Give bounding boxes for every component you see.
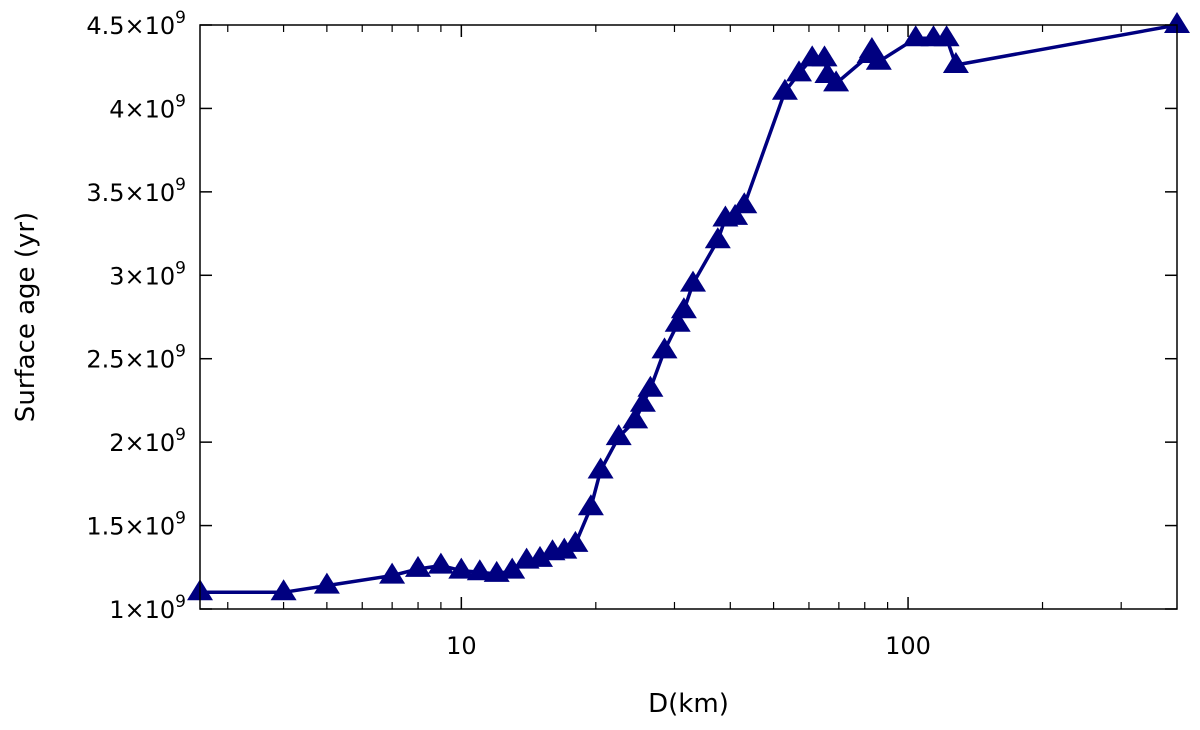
y-axis-label: Surface age (yr) bbox=[11, 212, 41, 422]
data-point-marker bbox=[722, 203, 749, 225]
y-tick-exponent: 9 bbox=[175, 592, 186, 612]
data-point-marker bbox=[427, 552, 454, 574]
y-tick-exponent: 9 bbox=[175, 425, 186, 445]
data-point-marker bbox=[933, 25, 960, 47]
y-tick-label: 1×109 bbox=[109, 592, 186, 624]
data-point-marker bbox=[527, 545, 553, 567]
data-point-marker bbox=[629, 390, 656, 412]
data-point-marker bbox=[704, 227, 731, 249]
data-point-marker bbox=[551, 537, 578, 559]
y-tick-base: 4.5×10 bbox=[86, 12, 175, 40]
y-tick-exponent: 9 bbox=[175, 509, 186, 529]
data-point-marker bbox=[405, 555, 431, 577]
axis-ticks bbox=[200, 24, 1177, 610]
y-tick-base: 3×10 bbox=[109, 262, 175, 290]
plot-series bbox=[187, 12, 1190, 601]
x-tick-label: 10 bbox=[446, 632, 477, 660]
data-point-marker bbox=[651, 337, 678, 359]
data-point-marker bbox=[562, 530, 589, 552]
data-point-marker bbox=[466, 559, 493, 581]
data-point-marker bbox=[731, 192, 758, 214]
y-tick-label: 2.5×109 bbox=[86, 342, 186, 374]
y-tick-exponent: 9 bbox=[175, 8, 186, 28]
y-tick-label: 2×109 bbox=[109, 425, 186, 457]
data-point-marker bbox=[605, 424, 632, 446]
y-tick-exponent: 9 bbox=[175, 175, 186, 195]
tick-labels: 10 1001×1091.5×1092×1092.5×1093×1093.5×10… bbox=[86, 8, 931, 660]
y-tick-base: 2×10 bbox=[109, 429, 175, 457]
y-tick-base: 1×10 bbox=[109, 596, 175, 624]
data-point-marker bbox=[499, 557, 526, 579]
data-point-marker bbox=[1164, 12, 1190, 33]
y-tick-base: 3.5×10 bbox=[86, 179, 175, 207]
x-axis-label: D(km) bbox=[648, 689, 729, 719]
data-point-marker bbox=[786, 60, 812, 82]
y-tick-base: 4×10 bbox=[109, 95, 175, 123]
y-tick-base: 2.5×10 bbox=[86, 346, 175, 374]
data-point-marker bbox=[448, 557, 475, 579]
data-point-marker bbox=[942, 52, 969, 73]
data-point-marker bbox=[379, 562, 406, 584]
data-point-marker bbox=[670, 297, 697, 319]
data-point-marker bbox=[771, 78, 798, 100]
y-tick-exponent: 9 bbox=[175, 91, 186, 111]
plot-frame bbox=[199, 24, 1178, 610]
y-tick-label: 3×109 bbox=[109, 258, 186, 290]
data-point-marker bbox=[823, 70, 850, 92]
x-tick-label: 100 bbox=[885, 632, 931, 660]
data-point-marker bbox=[865, 48, 892, 70]
y-tick-label: 3.5×109 bbox=[86, 175, 186, 207]
data-point-marker bbox=[587, 457, 614, 479]
data-point-marker bbox=[680, 270, 706, 292]
data-point-marker bbox=[577, 494, 604, 516]
y-tick-label: 4.5×109 bbox=[86, 8, 186, 40]
data-point-marker bbox=[664, 310, 691, 332]
data-point-marker bbox=[902, 25, 929, 47]
y-tick-label: 1.5×109 bbox=[86, 509, 186, 541]
data-point-marker bbox=[637, 375, 664, 397]
data-point-marker bbox=[811, 45, 838, 67]
data-point-marker bbox=[622, 407, 649, 429]
data-point-marker bbox=[270, 579, 297, 601]
y-tick-exponent: 9 bbox=[175, 258, 186, 278]
data-point-marker bbox=[313, 572, 340, 594]
y-tick-base: 1.5×10 bbox=[86, 513, 175, 541]
y-tick-label: 4×109 bbox=[109, 91, 186, 123]
y-tick-exponent: 9 bbox=[175, 342, 186, 362]
